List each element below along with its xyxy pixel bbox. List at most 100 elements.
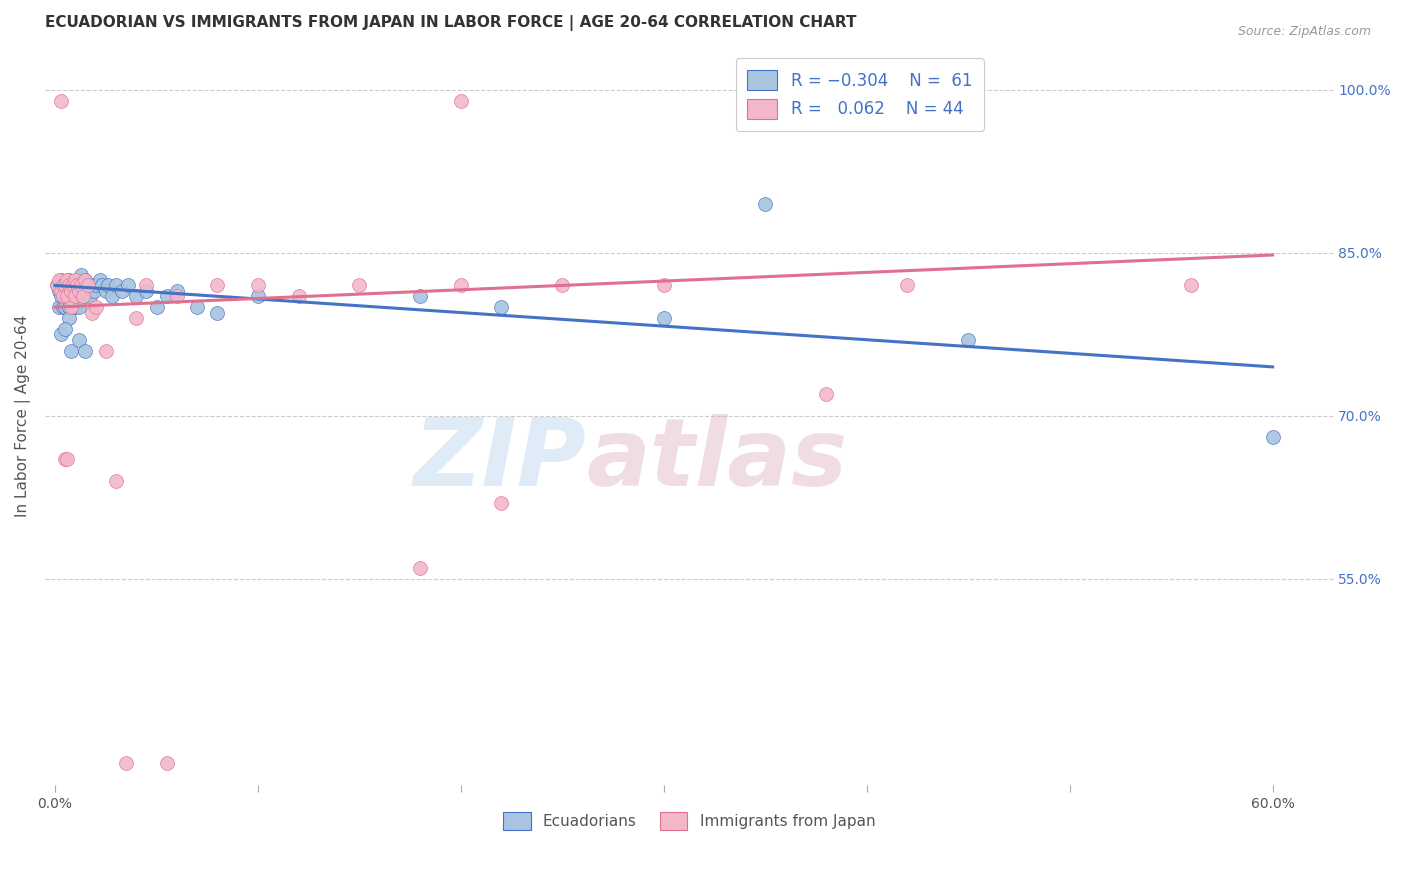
Point: [80, 305, 103, 319]
Point: [409, 561, 432, 575]
Point: [111, 284, 134, 298]
Point: [450, 278, 472, 293]
Point: [70, 278, 93, 293]
Y-axis label: In Labor Force | Age 20-64: In Labor Force | Age 20-64: [15, 315, 31, 517]
Point: [207, 278, 229, 293]
Point: [65, 273, 87, 287]
Point: [56, 273, 79, 287]
Point: [67, 284, 90, 298]
Point: [65, 300, 87, 314]
Point: [58, 278, 80, 293]
Point: [246, 278, 269, 293]
Point: [67, 300, 90, 314]
Point: [53, 284, 76, 298]
Point: [101, 289, 124, 303]
Point: [1180, 278, 1202, 293]
Point: [652, 311, 675, 326]
Point: [46, 278, 69, 293]
Point: [48, 284, 70, 298]
Point: [49, 289, 72, 303]
Point: [207, 305, 229, 319]
Point: [349, 278, 371, 293]
Point: [84, 278, 107, 293]
Point: [79, 289, 101, 303]
Point: [166, 284, 188, 298]
Point: [287, 289, 309, 303]
Text: ECUADORIAN VS IMMIGRANTS FROM JAPAN IN LABOR FORCE | AGE 20-64 CORRELATION CHART: ECUADORIAN VS IMMIGRANTS FROM JAPAN IN L…: [45, 15, 856, 31]
Point: [75, 273, 97, 287]
Point: [186, 300, 208, 314]
Point: [52, 300, 75, 314]
Point: [94, 343, 117, 358]
Point: [104, 474, 127, 488]
Point: [83, 284, 105, 298]
Point: [49, 273, 72, 287]
Point: [156, 756, 179, 771]
Point: [56, 452, 79, 467]
Point: [52, 278, 75, 293]
Point: [58, 300, 80, 314]
Point: [46, 278, 69, 293]
Point: [84, 300, 107, 314]
Point: [62, 278, 84, 293]
Point: [56, 289, 79, 303]
Point: [450, 94, 472, 108]
Point: [80, 278, 103, 293]
Point: [49, 94, 72, 108]
Point: [72, 278, 94, 293]
Point: [1261, 430, 1284, 444]
Point: [246, 289, 269, 303]
Text: ZIP: ZIP: [413, 414, 586, 506]
Point: [104, 278, 127, 293]
Point: [135, 284, 157, 298]
Point: [49, 284, 72, 298]
Point: [60, 284, 83, 298]
Point: [76, 278, 98, 293]
Point: [90, 278, 112, 293]
Point: [48, 300, 70, 314]
Point: [896, 278, 918, 293]
Point: [156, 289, 179, 303]
Point: [60, 278, 83, 293]
Point: [67, 278, 90, 293]
Point: [135, 278, 157, 293]
Point: [56, 289, 79, 303]
Point: [491, 496, 513, 510]
Point: [117, 278, 139, 293]
Point: [48, 273, 70, 287]
Point: [76, 278, 98, 293]
Point: [652, 278, 675, 293]
Point: [66, 278, 89, 293]
Point: [145, 300, 167, 314]
Point: [49, 327, 72, 342]
Text: atlas: atlas: [586, 414, 848, 506]
Point: [97, 278, 120, 293]
Point: [125, 289, 148, 303]
Point: [89, 273, 111, 287]
Point: [94, 284, 117, 298]
Point: [67, 333, 90, 347]
Point: [65, 289, 87, 303]
Point: [53, 278, 76, 293]
Point: [66, 273, 89, 287]
Point: [75, 343, 97, 358]
Point: [957, 333, 980, 347]
Point: [75, 289, 97, 303]
Point: [62, 284, 84, 298]
Point: [52, 289, 75, 303]
Point: [115, 756, 138, 771]
Point: [70, 268, 93, 282]
Point: [75, 273, 97, 287]
Point: [58, 311, 80, 326]
Point: [72, 289, 94, 303]
Point: [56, 278, 79, 293]
Point: [65, 278, 87, 293]
Point: [70, 284, 93, 298]
Point: [60, 289, 83, 303]
Legend: Ecuadorians, Immigrants from Japan: Ecuadorians, Immigrants from Japan: [498, 805, 882, 837]
Point: [53, 322, 76, 336]
Point: [53, 300, 76, 314]
Point: [58, 273, 80, 287]
Point: [754, 197, 776, 211]
Point: [166, 289, 188, 303]
